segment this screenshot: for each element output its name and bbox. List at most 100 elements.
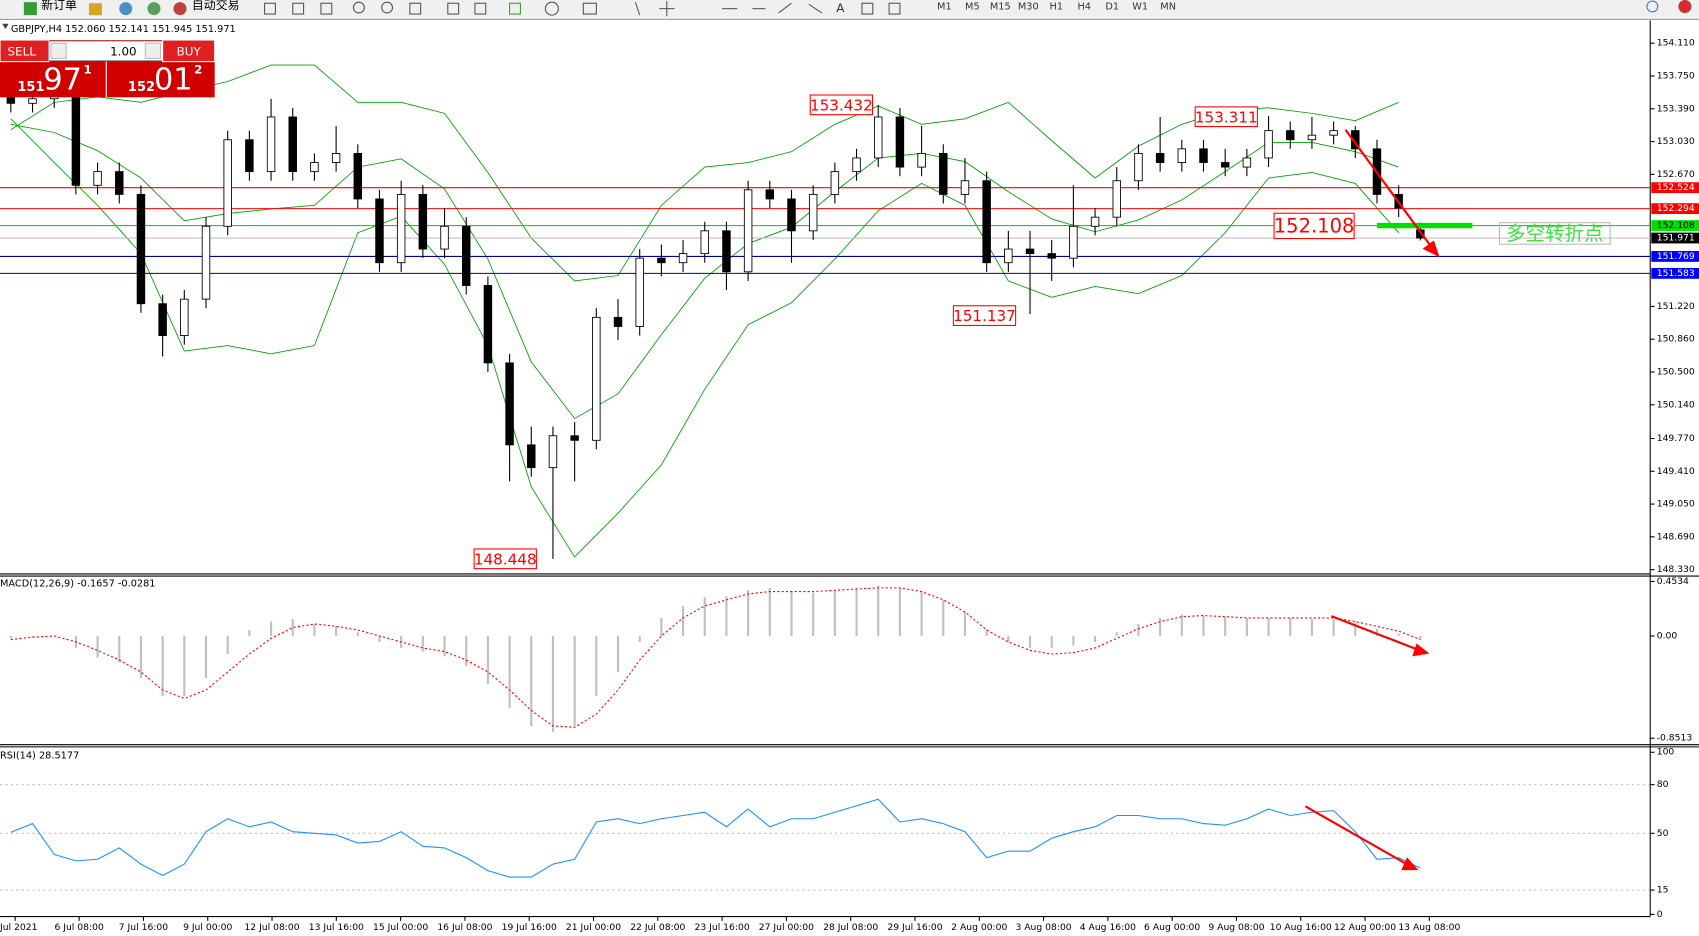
x-tick-label: 23 Jul 16:00 — [695, 922, 750, 933]
timeframe-button[interactable]: D1 — [1105, 1, 1119, 12]
timeframe-button[interactable]: M1 — [937, 1, 952, 12]
timeframe-button[interactable]: M5 — [965, 1, 980, 12]
plot-layer: 154.110 153.750 153.390 153.030 152.670 151.2… — [0, 38, 1699, 933]
price-tag-label: 152.108 — [1657, 220, 1695, 231]
candle-body — [1047, 253, 1056, 259]
annotation-box — [473, 548, 537, 570]
candle-body — [592, 316, 601, 441]
timeframe-button[interactable]: MN — [1160, 1, 1176, 12]
y-tick-label: -0.8513 — [1657, 733, 1693, 744]
candle-body — [787, 198, 796, 232]
lot-increase[interactable] — [144, 42, 162, 59]
x-tick-label: 27 Jul 00:00 — [759, 922, 814, 933]
buy-label[interactable]: BUY — [177, 44, 202, 58]
y-tick-label: 149.770 — [1657, 433, 1695, 444]
candle-body — [28, 98, 37, 104]
x-tick-label: Jul 2021 — [0, 922, 37, 933]
candle-body — [483, 285, 493, 364]
toolbar-icon[interactable] — [1646, 0, 1659, 13]
alert-icon[interactable] — [1678, 0, 1692, 13]
timeframe-bar: M1 M5 M15 M30 H1 H4 D1 W1 MN — [937, 1, 1176, 12]
toolbar-icons[interactable] — [264, 1, 901, 17]
x-tick-label: 19 Jul 16:00 — [502, 922, 557, 933]
auto-trade-button[interactable]: 自动交易 — [192, 0, 240, 12]
candle-body — [960, 180, 970, 195]
candle-body — [1307, 134, 1317, 141]
candle-body — [765, 189, 775, 200]
price-tag — [1651, 182, 1699, 194]
lot-value[interactable]: 1.00 — [110, 44, 137, 58]
price-tag — [1651, 232, 1699, 244]
y-tick-label: 154.110 — [1657, 38, 1695, 49]
new-order-icon[interactable] — [23, 2, 37, 16]
price-tag-label: 151.583 — [1657, 268, 1695, 279]
bid-main[interactable]: 97 — [43, 63, 82, 98]
y-tick-label: 148.330 — [1657, 564, 1695, 575]
y-tick-label: 150.860 — [1657, 334, 1695, 345]
ask-point[interactable]: 2 — [194, 63, 202, 77]
y-tick-label: 50 — [1657, 828, 1669, 839]
ask-main[interactable]: 01 — [154, 63, 193, 98]
candle-body — [700, 230, 709, 255]
price-tag-label: 151.769 — [1657, 251, 1695, 262]
y-tick-label: 100 — [1657, 747, 1675, 758]
ask-prefix[interactable]: 152 — [128, 80, 155, 95]
price-tag-label: 152.294 — [1657, 203, 1695, 214]
rsi-line — [10, 798, 1421, 878]
candle-body — [808, 193, 818, 232]
x-tick-label: 13 Aug 08:00 — [1398, 922, 1460, 933]
timeframe-button[interactable]: H1 — [1049, 1, 1063, 12]
x-tick-label: 6 Aug 00:00 — [1144, 922, 1200, 933]
candle-body — [245, 139, 254, 173]
candle-body — [136, 193, 146, 305]
auto-trade-icon[interactable] — [173, 2, 187, 16]
y-tick-label: 153.030 — [1657, 136, 1695, 147]
bollinger-middle — [10, 123, 1399, 420]
y-tick-label: 150.140 — [1657, 399, 1695, 410]
candle-body — [158, 303, 167, 337]
bid-point[interactable]: 1 — [83, 63, 91, 77]
timeframe-button[interactable]: M15 — [990, 1, 1011, 12]
candle-body — [874, 116, 883, 159]
macd-title: MACD(12,26,9) -0.1657 -0.0281 — [0, 579, 156, 590]
x-tick-label: 10 Aug 16:00 — [1270, 922, 1332, 933]
timeframe-button[interactable]: M30 — [1018, 1, 1039, 12]
rsi-title: RSI(14) 28.5177 — [0, 751, 79, 762]
timeframe-button[interactable]: W1 — [1132, 1, 1148, 12]
y-tick-label: 152.670 — [1657, 169, 1695, 180]
trade-panel: SELL 1.00 BUY 151 97 1 152 01 2 — [0, 39, 216, 98]
candle-body — [939, 152, 948, 195]
annotation-box — [952, 305, 1017, 326]
y-tick-label: 149.050 — [1657, 499, 1695, 510]
candle-body — [722, 230, 731, 273]
candle-body — [657, 257, 666, 264]
y-tick-label: 15 — [1657, 885, 1669, 896]
y-tick-label: 153.390 — [1657, 103, 1695, 114]
timeframe-button[interactable]: H4 — [1077, 1, 1091, 12]
candle-body — [396, 193, 406, 264]
y-tick-label: 149.410 — [1657, 466, 1695, 477]
candle-body — [1155, 152, 1165, 163]
toolbar-icon[interactable] — [119, 2, 133, 16]
new-order-button[interactable]: 新订单 — [41, 0, 77, 12]
annotation-label: 148.448 — [474, 550, 537, 568]
toolbar-icon[interactable] — [147, 2, 161, 16]
candle-body — [743, 189, 753, 273]
buy-button[interactable] — [162, 39, 216, 63]
x-tick-label: 13 Jul 16:00 — [309, 922, 364, 933]
sell-label[interactable]: SELL — [8, 44, 37, 58]
text-tool[interactable]: A — [836, 1, 845, 15]
candle-body — [613, 316, 623, 327]
bid-prefix[interactable]: 151 — [17, 80, 44, 95]
macd-signal — [10, 587, 1421, 728]
x-tick-label: 29 Jul 16:00 — [887, 922, 942, 933]
candle-body — [635, 257, 644, 327]
toolbar-icon[interactable] — [88, 3, 102, 16]
price-tag — [1651, 251, 1699, 262]
candle-body — [1134, 152, 1143, 182]
y-tick-label: 0.4534 — [1657, 576, 1689, 587]
candle-body — [310, 162, 319, 173]
lot-decrease[interactable] — [50, 42, 67, 59]
y-tick-label: 151.220 — [1657, 301, 1695, 312]
